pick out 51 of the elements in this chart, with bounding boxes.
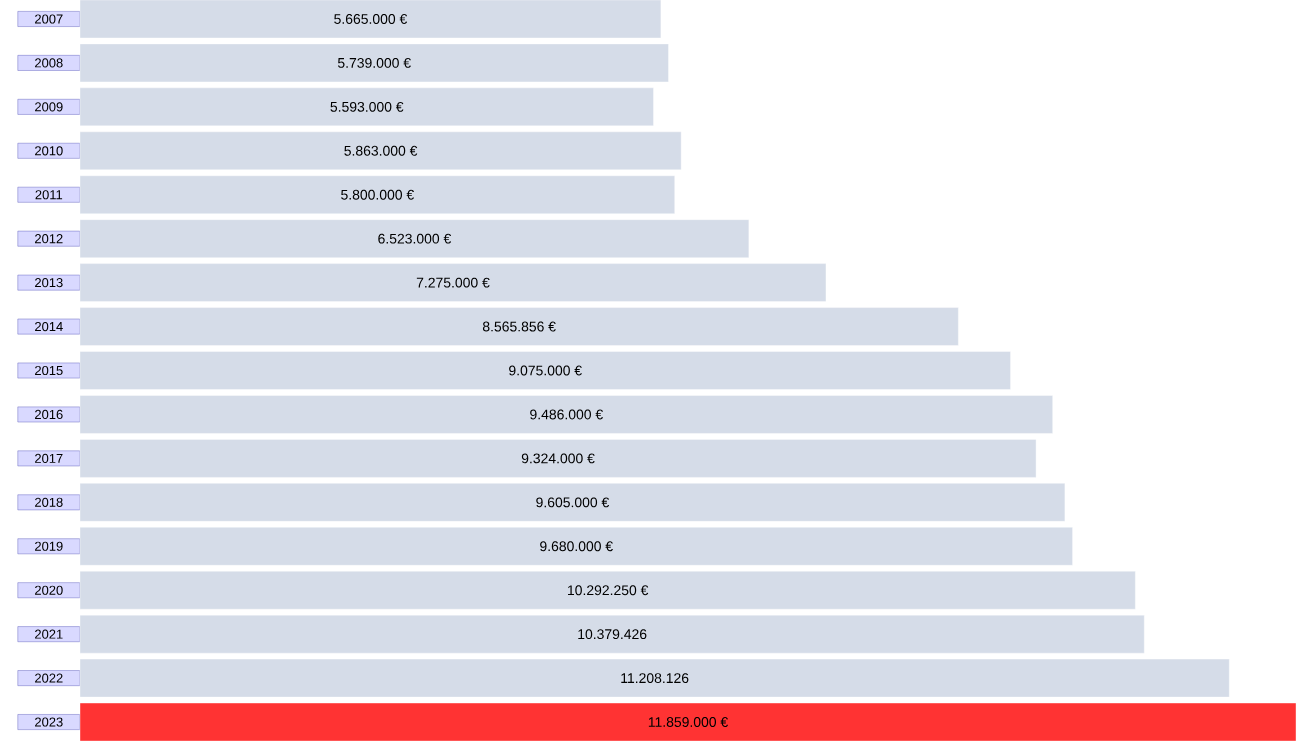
data-label: 5.739.000 € bbox=[337, 57, 411, 68]
y-tick-label: 2013 bbox=[35, 278, 63, 288]
data-label: 10.292.250 € bbox=[568, 585, 649, 596]
y-tick-label: 2009 bbox=[35, 102, 63, 112]
bar bbox=[79, 0, 662, 39]
y-tick-label: 2022 bbox=[35, 673, 63, 683]
data-label: 11.208.126 bbox=[621, 673, 689, 684]
data-label: 9.680.000 € bbox=[540, 541, 613, 552]
data-label: 5.800.000 € bbox=[341, 189, 414, 200]
bar bbox=[79, 219, 750, 258]
y-tick-label: 2007 bbox=[35, 14, 63, 24]
data-label: 9.075.000 € bbox=[509, 365, 582, 376]
bar bbox=[79, 527, 1073, 566]
y-tick-label: 2011 bbox=[35, 190, 63, 200]
data-label: 5.665.000 € bbox=[334, 14, 408, 24]
y-tick-label: 2023 bbox=[35, 717, 63, 727]
y-tick-label: 2019 bbox=[35, 541, 63, 551]
data-label: 10.379.426 bbox=[578, 629, 647, 640]
y-tick-label: 2018 bbox=[35, 497, 63, 507]
data-label: 9.324.000 € bbox=[521, 453, 595, 464]
bar bbox=[79, 351, 1011, 390]
bar bbox=[79, 395, 1053, 434]
y-tick-label: 2016 bbox=[35, 409, 63, 420]
data-label: 7.275.000 € bbox=[416, 277, 490, 288]
y-tick-label: 2010 bbox=[35, 146, 63, 156]
data-label: 9.605.000 € bbox=[536, 497, 610, 508]
y-tick-label: 2015 bbox=[35, 365, 63, 376]
data-label: 8.565.856 € bbox=[482, 321, 556, 332]
bar bbox=[79, 87, 654, 127]
bar bbox=[79, 571, 1136, 610]
bar bbox=[79, 483, 1066, 522]
bar bbox=[79, 702, 1297, 742]
data-label: 11.859.000 € bbox=[648, 717, 728, 727]
y-tick-label: 2014 bbox=[35, 321, 63, 332]
bar bbox=[79, 614, 1145, 654]
bar bbox=[79, 658, 1230, 698]
bar bbox=[79, 263, 827, 302]
bar bbox=[79, 439, 1037, 478]
data-label: 5.593.000 € bbox=[330, 101, 404, 112]
data-label: 5.863.000 € bbox=[344, 145, 418, 156]
bar bbox=[79, 43, 669, 83]
y-tick-label: 2017 bbox=[35, 453, 63, 463]
y-tick-label: 2012 bbox=[35, 234, 63, 244]
bar bbox=[79, 307, 959, 346]
y-tick-label: 2021 bbox=[35, 629, 63, 639]
data-label: 9.486.000 € bbox=[530, 409, 603, 420]
data-label: 6.523.000 € bbox=[378, 233, 452, 244]
bar bbox=[79, 175, 675, 214]
bar bbox=[79, 131, 682, 170]
y-tick-label: 2020 bbox=[35, 585, 63, 595]
y-tick-label: 2008 bbox=[35, 58, 63, 68]
